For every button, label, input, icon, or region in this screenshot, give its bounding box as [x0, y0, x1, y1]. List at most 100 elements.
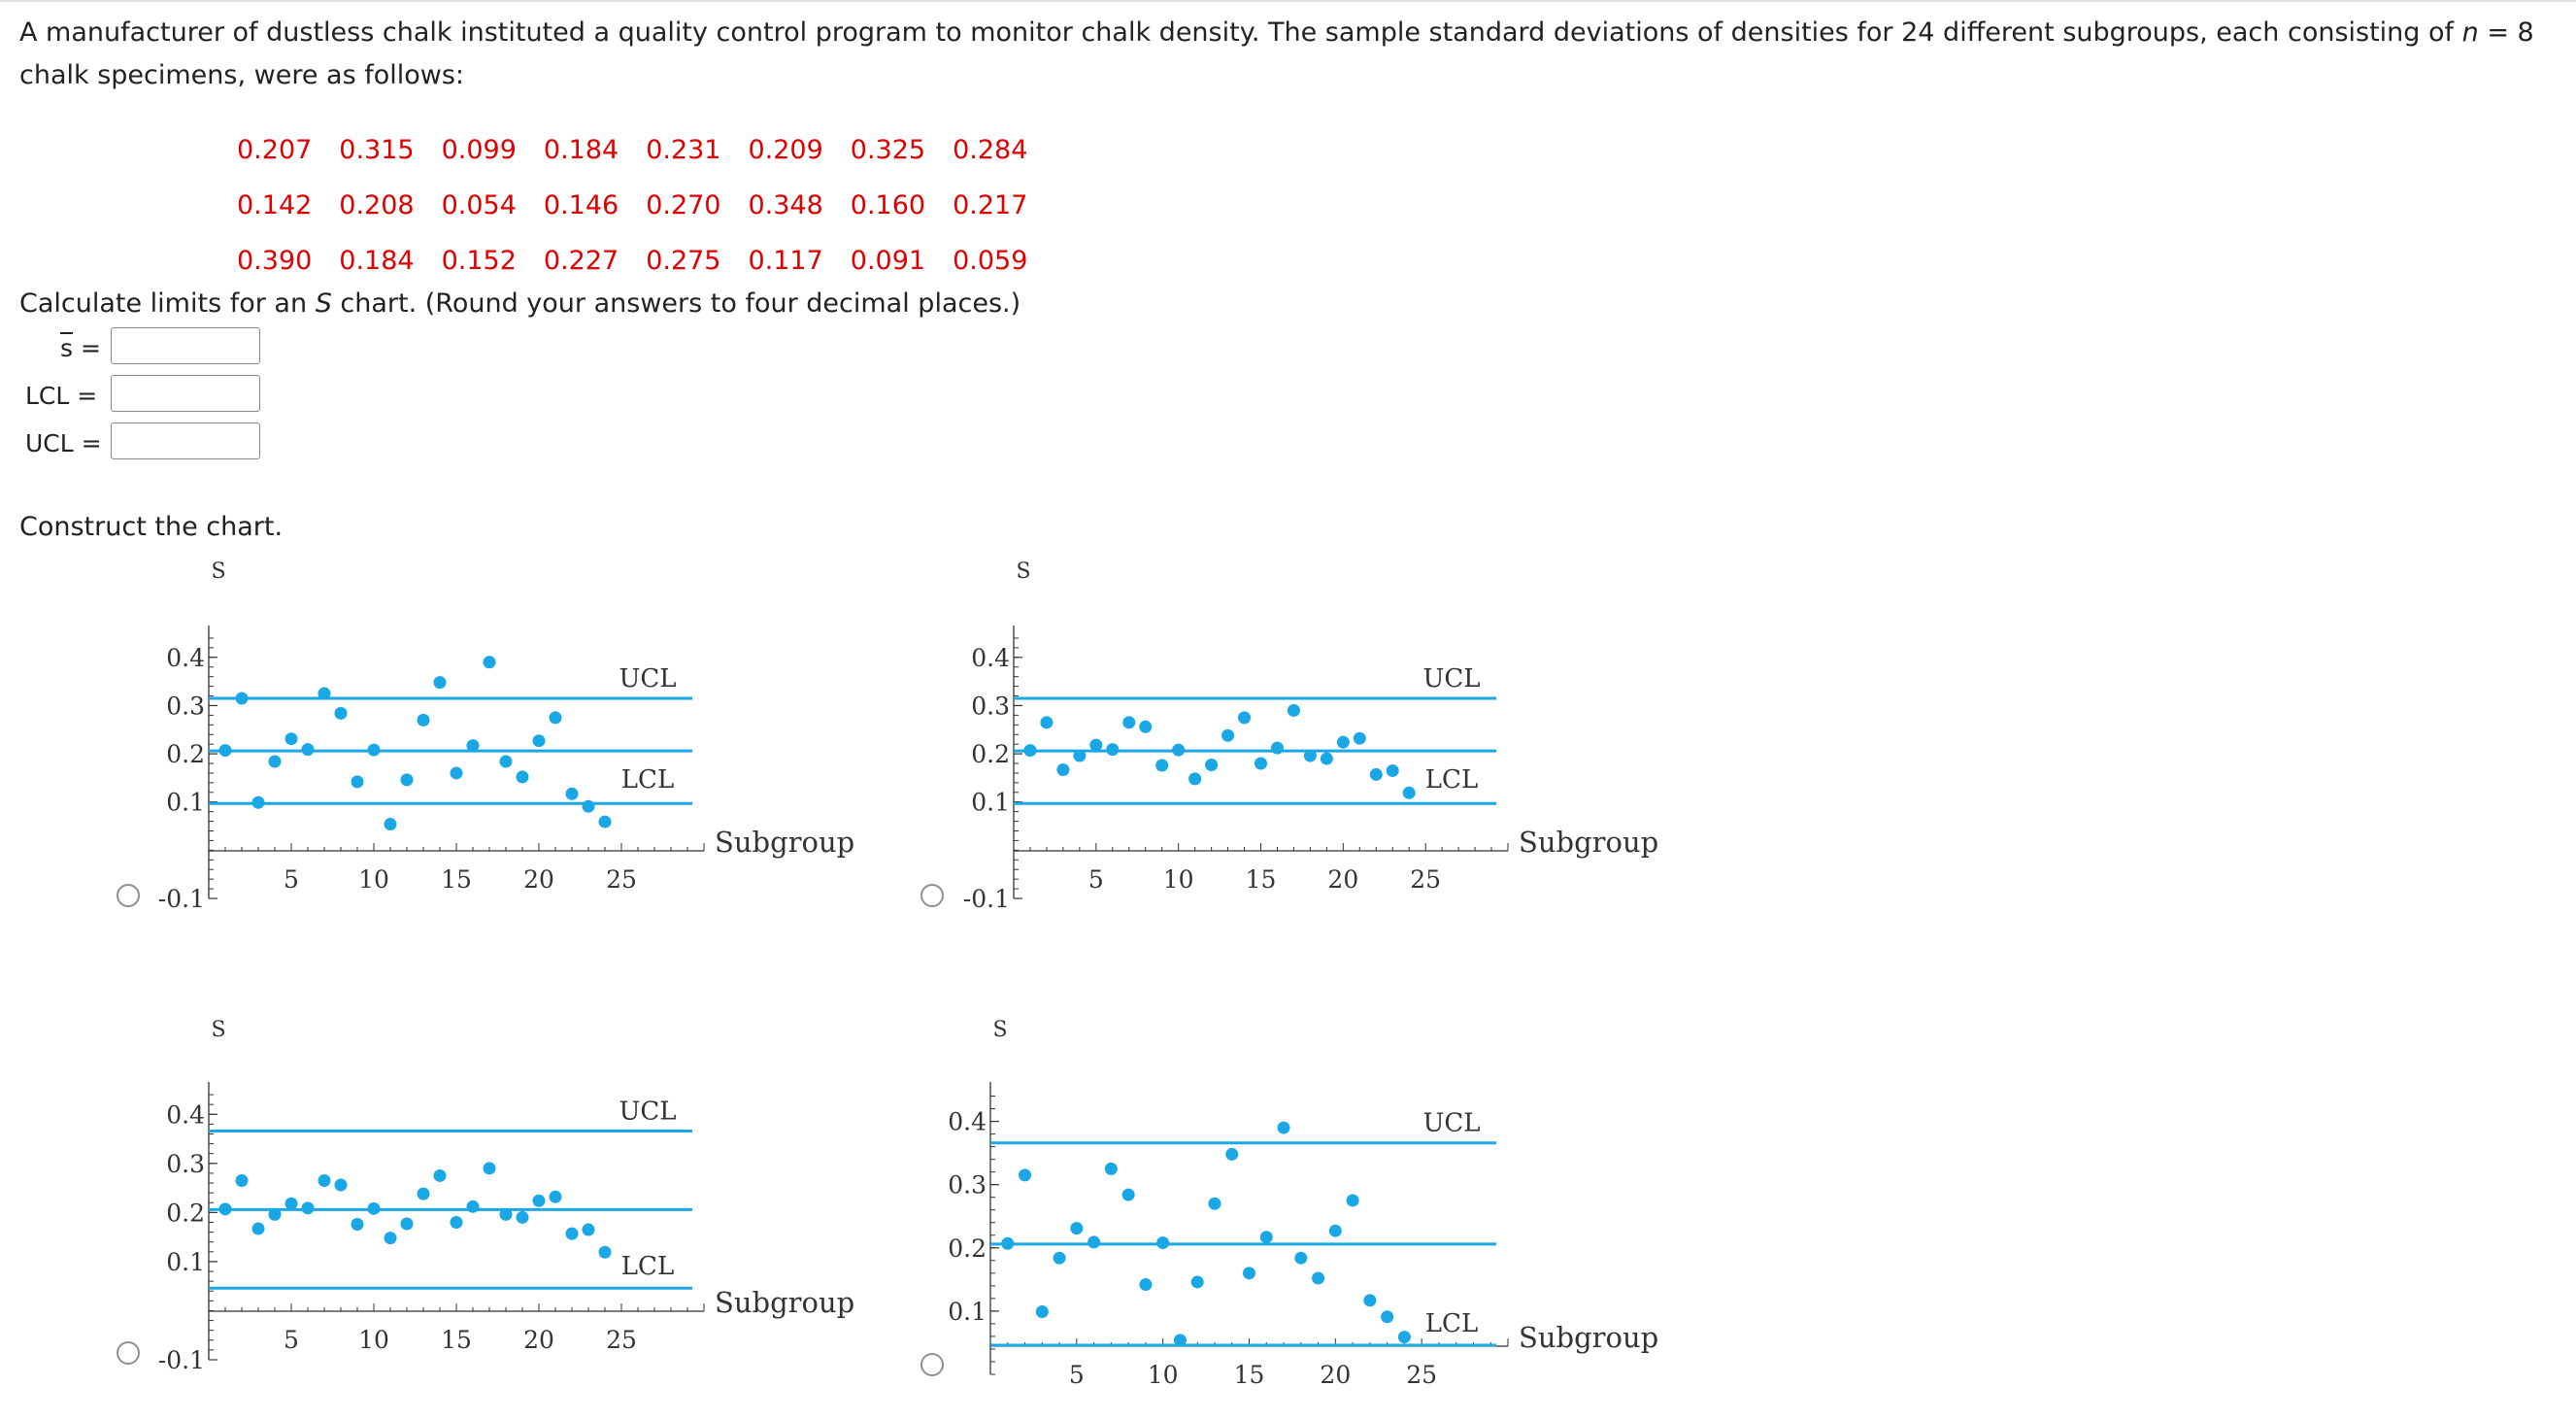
data-value: 0.209 [748, 135, 823, 165]
x-tick-label: 20 [523, 865, 554, 894]
y-tick-label: -0.1 [963, 885, 1010, 913]
sbar-input[interactable] [111, 327, 260, 364]
data-point [1381, 1310, 1394, 1324]
data-point [466, 739, 480, 753]
x-tick-label: 10 [1163, 865, 1194, 894]
data-point [1328, 1224, 1342, 1237]
data-value: 0.284 [953, 135, 1028, 165]
data-point [1056, 762, 1070, 776]
data-value: 0.315 [339, 135, 415, 165]
x-tick-label: 15 [1234, 1361, 1265, 1389]
data-value: 0.117 [748, 246, 823, 276]
data-point [251, 795, 265, 809]
data-point [1208, 1197, 1221, 1210]
x-axis-label: Subgroup [1519, 826, 1658, 859]
data-value: 0.054 [441, 190, 517, 220]
chart-option-radio-4[interactable] [920, 1353, 944, 1376]
instruction-text-2: chart. (Round your answers to four decim… [331, 288, 1021, 319]
data-value: 0.099 [441, 135, 517, 165]
lcl-label: LCL [1425, 1309, 1478, 1338]
data-point [598, 1245, 612, 1259]
data-point [400, 1217, 414, 1231]
x-tick-label: 5 [284, 1326, 299, 1354]
data-row: 0.390 0.184 0.152 0.227 0.275 0.117 0.091 0.059 [225, 233, 1043, 288]
x-tick-label: 15 [1246, 865, 1277, 894]
y-tick-label: 0.4 [166, 1100, 205, 1129]
y-tick-label: 0.1 [166, 789, 205, 817]
data-point [1001, 1236, 1015, 1250]
y-axis-label: S [211, 1018, 225, 1042]
data-value: 0.231 [646, 135, 721, 165]
y-axis-label: S [1016, 559, 1030, 584]
x-tick-label: 20 [523, 1326, 554, 1354]
instruction-text-1: Calculate limits for an [19, 288, 316, 319]
data-point [1255, 757, 1267, 770]
data-point [417, 1187, 430, 1200]
x-tick-label: 25 [606, 1326, 637, 1354]
data-point [433, 676, 447, 690]
data-point [367, 1201, 381, 1215]
data-point [1270, 741, 1284, 755]
data-point [1277, 1121, 1290, 1134]
data-point [450, 766, 463, 780]
data-point [1139, 720, 1153, 733]
y-axis-label: S [992, 1018, 1007, 1042]
y-tick-label: 0.4 [948, 1108, 987, 1136]
data-point [1155, 759, 1169, 772]
ucl-label: UCL [619, 664, 676, 693]
data-value: 0.348 [748, 190, 823, 220]
ucl-label: UCL [1422, 664, 1480, 693]
data-value: 0.146 [543, 190, 619, 220]
data-point [1238, 711, 1252, 725]
data-point [565, 1227, 579, 1240]
data-point [384, 818, 397, 831]
data-point [1287, 703, 1300, 717]
data-point [1121, 1188, 1135, 1201]
data-point [1156, 1236, 1170, 1250]
data-value: 0.217 [953, 190, 1028, 220]
data-point [1019, 1168, 1032, 1182]
data-point [1369, 767, 1383, 781]
data-point [268, 755, 282, 768]
data-point [318, 1174, 331, 1188]
data-point [284, 1197, 298, 1210]
lcl-label: LCL [621, 765, 674, 795]
data-point [499, 1207, 513, 1221]
data-value: 0.227 [543, 246, 619, 276]
data-point [466, 1200, 480, 1213]
data-point [1402, 786, 1416, 799]
data-point [450, 1215, 463, 1229]
data-value: 0.091 [850, 246, 926, 276]
x-axis-label: Subgroup [715, 1286, 854, 1319]
x-tick-label: 15 [441, 865, 472, 894]
y-tick-label: 0.4 [971, 644, 1010, 672]
chart-option-radio-1[interactable] [117, 884, 140, 907]
data-point [284, 732, 298, 746]
y-tick-label: 0.2 [166, 1199, 205, 1227]
data-point [251, 1222, 265, 1235]
data-value: 0.208 [339, 190, 415, 220]
data-point [1294, 1251, 1308, 1265]
chart-option-radio-2[interactable] [920, 884, 944, 907]
data-point [1346, 1194, 1359, 1207]
x-tick-label: 20 [1327, 865, 1358, 894]
data-point [1243, 1267, 1255, 1280]
sbar-label: s = [60, 331, 101, 366]
data-point [235, 1174, 249, 1188]
data-point [1259, 1231, 1273, 1244]
data-point [334, 706, 348, 720]
y-tick-label: 0.2 [948, 1234, 987, 1263]
ucl-label: UCL [1422, 1109, 1480, 1138]
data-point [1363, 1294, 1377, 1307]
chart-option-radio-3[interactable] [117, 1341, 140, 1365]
data-point [1106, 743, 1120, 757]
data-value: 0.270 [646, 190, 721, 220]
y-tick-label: 0.3 [971, 692, 1010, 720]
data-point [1122, 716, 1136, 729]
y-tick-label: -0.1 [158, 885, 205, 913]
data-point [1070, 1222, 1084, 1235]
data-point [301, 743, 315, 757]
ucl-input[interactable] [111, 423, 260, 459]
lcl-input[interactable] [111, 375, 260, 412]
